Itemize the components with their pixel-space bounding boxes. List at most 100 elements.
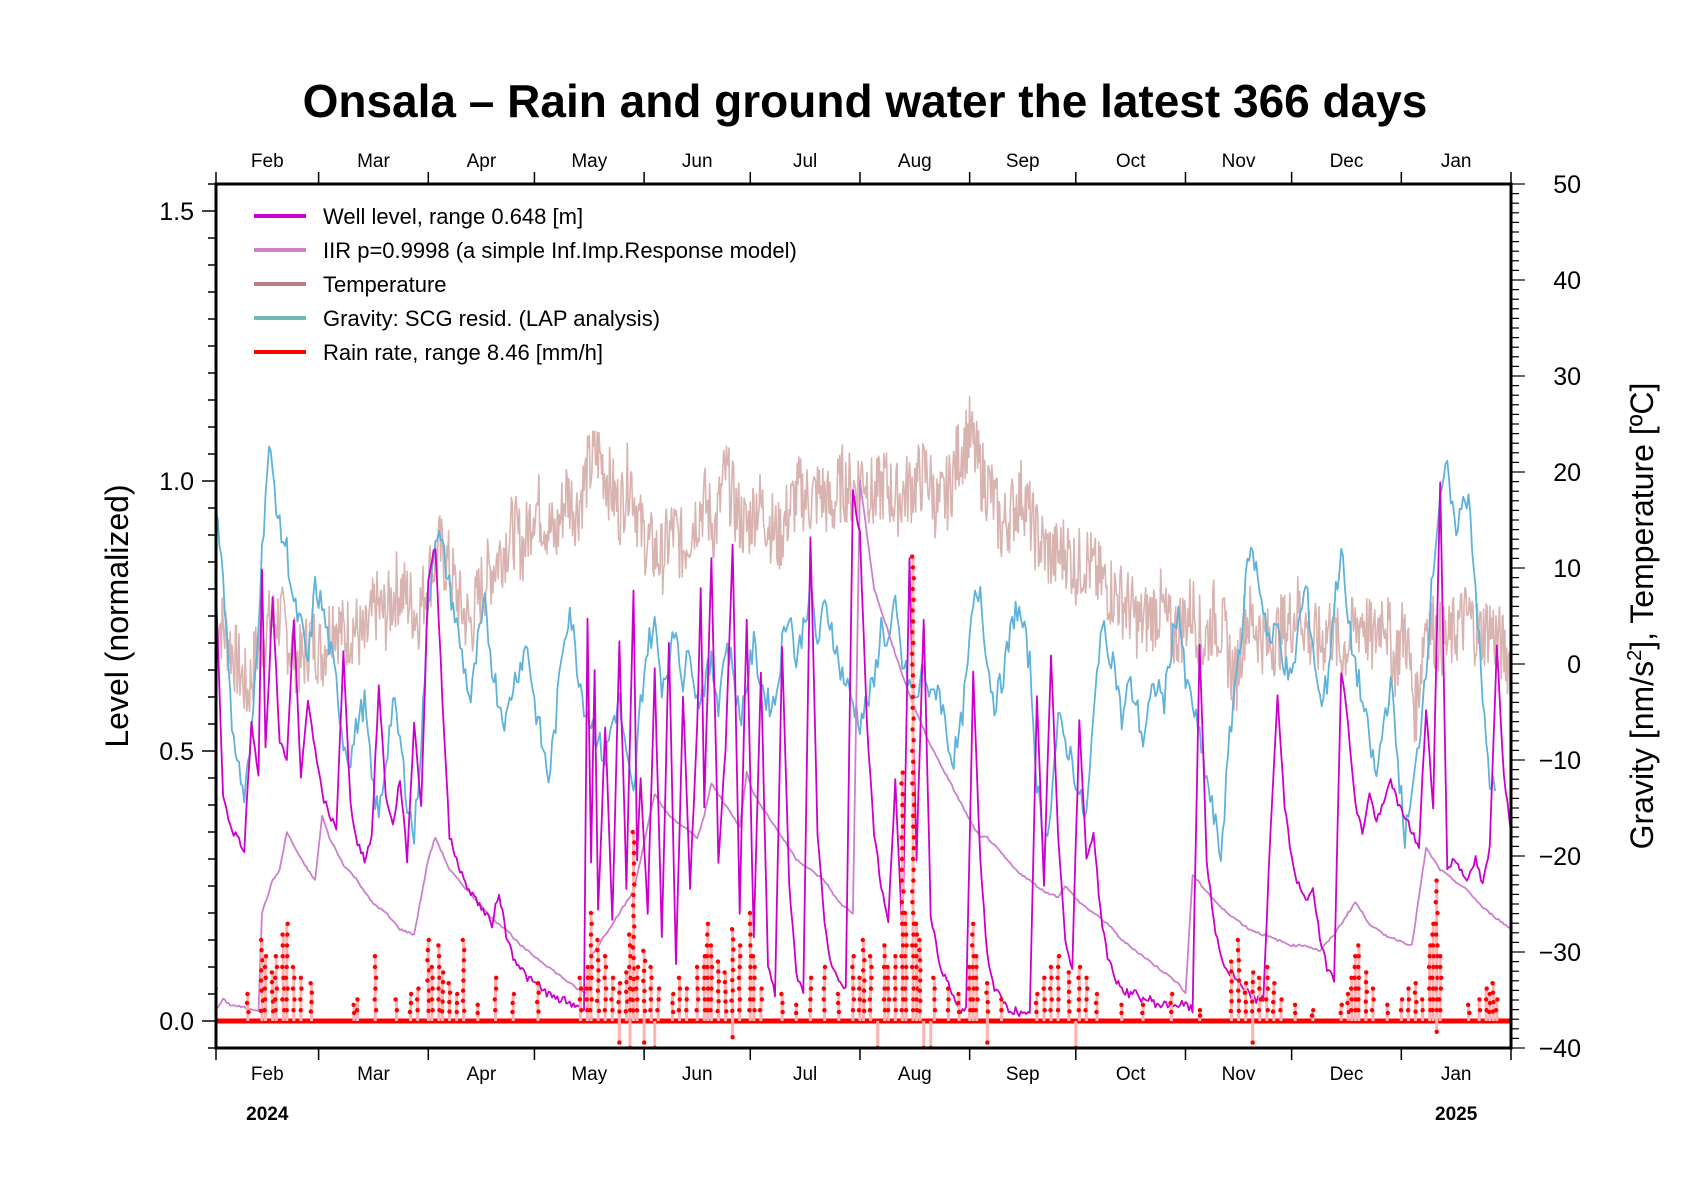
- rain-point: [911, 824, 916, 829]
- rain-point: [1236, 998, 1242, 1003]
- rain-point: [1434, 1008, 1440, 1013]
- right-tick-label: 40: [1553, 267, 1581, 295]
- legend-label-well-level: Well level, range 0.648 [m]: [323, 204, 583, 229]
- rain-point: [911, 846, 916, 851]
- bottom-month-label: Nov: [1222, 1064, 1256, 1085]
- rain-point: [493, 975, 499, 980]
- rain-point: [1370, 986, 1376, 991]
- rain-point: [932, 986, 937, 991]
- rain-point: [722, 979, 728, 985]
- left-tick-label: 1.5: [159, 198, 194, 226]
- rain-point: [426, 988, 432, 993]
- rain-point: [617, 1009, 622, 1014]
- rain-point: [1385, 1010, 1391, 1016]
- rain-point: [308, 981, 313, 986]
- bottom-month-label: May: [571, 1064, 607, 1085]
- rain-point: [298, 1008, 303, 1013]
- rain-point: [1385, 1002, 1390, 1007]
- rain-point: [393, 997, 398, 1002]
- rain-point: [1250, 1040, 1255, 1045]
- rain-point: [705, 986, 711, 991]
- rain-point: [1434, 964, 1439, 970]
- rain-point: [751, 997, 756, 1002]
- rain-point: [258, 978, 264, 983]
- rain-point: [1349, 1008, 1354, 1013]
- rain-point: [1056, 954, 1062, 959]
- rain-point: [956, 1009, 962, 1015]
- rain-point: [628, 954, 633, 959]
- rain-point: [626, 932, 632, 937]
- rain-point: [648, 1008, 653, 1013]
- rain-point: [446, 981, 451, 986]
- top-month-label: Dec: [1330, 151, 1364, 172]
- rain-point: [911, 986, 916, 991]
- rain-point: [632, 882, 637, 887]
- rain-point: [999, 997, 1004, 1002]
- rain-point: [909, 554, 915, 559]
- rain-point: [355, 997, 360, 1002]
- rain-point: [913, 975, 919, 980]
- rain-point: [747, 921, 753, 926]
- rain-point: [723, 989, 728, 995]
- rain-point: [737, 1008, 742, 1013]
- top-month-label: May: [571, 151, 607, 172]
- rain-point: [910, 705, 915, 710]
- rain-point: [881, 964, 887, 970]
- rain-point: [1435, 943, 1440, 948]
- rain-point: [372, 997, 377, 1002]
- rain-point: [851, 954, 856, 959]
- bottom-axis: Feb Mar Apr May Jun Jul Aug Sep Oct Nov Dec Jan 2024…: [215, 1048, 1512, 1125]
- right-axis-title-post: ], Temperature [ºC]: [1624, 383, 1660, 650]
- rain-point: [269, 979, 275, 985]
- bottom-month-label: Aug: [898, 1064, 932, 1085]
- rain-point: [748, 932, 753, 937]
- rain-point: [1311, 1008, 1316, 1013]
- rain-point: [893, 986, 898, 991]
- rain-point: [274, 964, 280, 970]
- rain-point: [1055, 964, 1061, 970]
- rain-point: [1427, 986, 1432, 991]
- rain-point: [1077, 964, 1083, 970]
- rain-point: [635, 975, 640, 980]
- rain-point: [1490, 990, 1496, 995]
- rain-point: [882, 1008, 888, 1013]
- rain-point: [917, 937, 922, 943]
- rain-point: [985, 1009, 991, 1014]
- rain-point: [587, 986, 593, 991]
- rain-point: [1435, 910, 1440, 916]
- rain-point: [917, 1008, 922, 1014]
- rain-point: [578, 986, 584, 991]
- rain-point: [914, 997, 919, 1002]
- bottom-month-label: Jun: [682, 1064, 713, 1085]
- rain-point: [262, 1008, 267, 1013]
- rain-point: [1278, 1008, 1283, 1013]
- rain-point: [280, 943, 285, 948]
- rain-point: [1433, 921, 1439, 926]
- rain-point: [1271, 990, 1276, 995]
- rain-point: [910, 900, 915, 905]
- rain-point: [705, 921, 711, 926]
- rain-point: [903, 964, 909, 970]
- rain-point: [1243, 981, 1249, 986]
- rain-point: [634, 1008, 640, 1013]
- rain-point: [910, 694, 915, 700]
- right-axis-title-sup: 2: [1624, 650, 1646, 661]
- rain-point: [641, 998, 647, 1004]
- rain-point: [632, 840, 637, 845]
- rain-point: [493, 986, 499, 991]
- legend-item-temperature: Temperature: [254, 272, 447, 297]
- rain-point: [747, 910, 753, 916]
- rain-point: [416, 986, 421, 991]
- rain-point: [695, 975, 700, 980]
- rain-point: [283, 975, 289, 980]
- rain-point: [633, 986, 639, 991]
- rain-point: [1364, 989, 1369, 995]
- rain-point: [584, 997, 589, 1002]
- rain-point: [867, 1008, 873, 1013]
- rain-point: [910, 748, 915, 754]
- rain-point: [909, 651, 915, 656]
- rain-point: [641, 968, 647, 974]
- rain-point: [642, 958, 648, 964]
- rain-point: [861, 988, 867, 993]
- rain-point: [903, 1008, 909, 1013]
